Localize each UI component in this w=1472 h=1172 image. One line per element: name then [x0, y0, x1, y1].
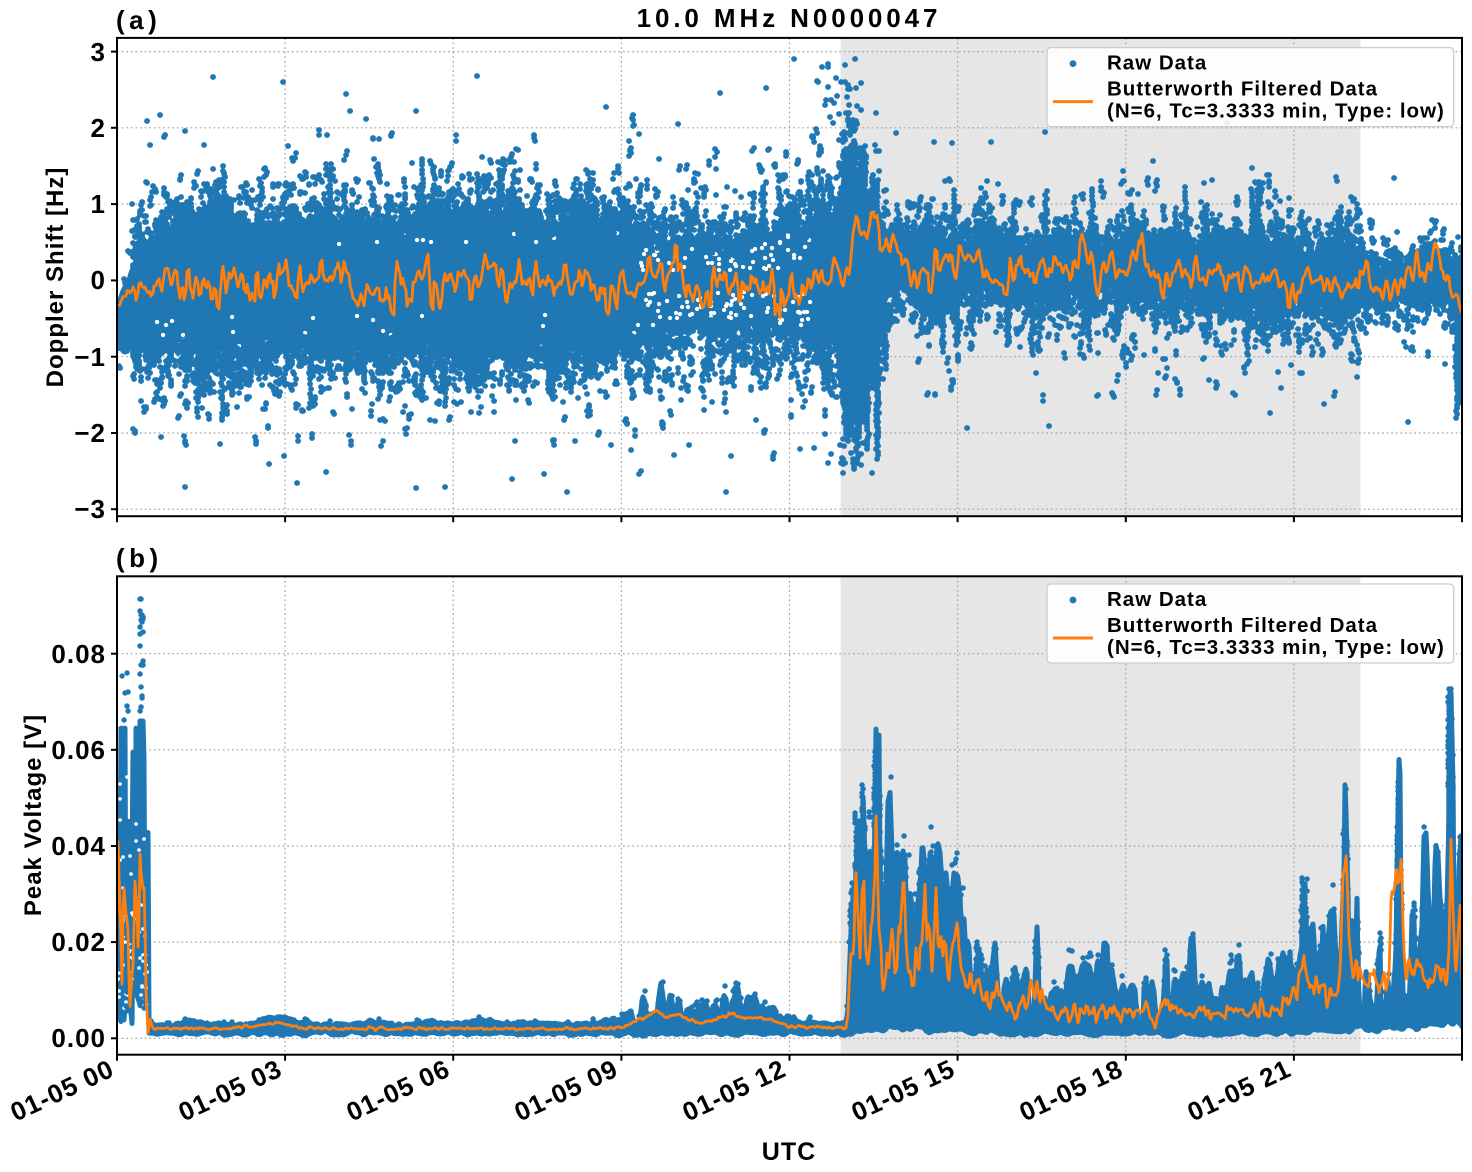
svg-text:Butterworth Filtered Data: Butterworth Filtered Data [1107, 614, 1378, 637]
svg-text:Butterworth Filtered Data: Butterworth Filtered Data [1107, 78, 1378, 101]
svg-text:(N=6, Tc=3.3333 min, Type: low: (N=6, Tc=3.3333 min, Type: low) [1107, 100, 1445, 123]
svg-text:0.04: 0.04 [51, 831, 106, 861]
svg-text:UTC: UTC [762, 1138, 816, 1166]
svg-text:0.02: 0.02 [51, 927, 106, 957]
svg-text:Doppler Shift [Hz]: Doppler Shift [Hz] [42, 167, 69, 388]
svg-text:0.00: 0.00 [51, 1023, 106, 1053]
svg-text:Raw Data: Raw Data [1107, 52, 1207, 75]
svg-text:−1: −1 [74, 342, 106, 372]
svg-text:(a): (a) [116, 5, 161, 35]
svg-text:−3: −3 [74, 494, 106, 524]
svg-text:Raw Data: Raw Data [1107, 588, 1207, 611]
svg-text:−2: −2 [74, 418, 106, 448]
svg-text:Peak Voltage [V]: Peak Voltage [V] [20, 714, 47, 916]
svg-text:0.08: 0.08 [51, 639, 106, 669]
svg-text:2: 2 [91, 113, 106, 143]
svg-text:0.06: 0.06 [51, 735, 106, 765]
svg-text:1: 1 [91, 189, 106, 219]
svg-text:(b): (b) [116, 543, 163, 573]
svg-text:3: 3 [91, 37, 106, 67]
svg-text:(N=6, Tc=3.3333 min, Type: low: (N=6, Tc=3.3333 min, Type: low) [1107, 636, 1445, 659]
svg-text:0: 0 [91, 265, 106, 295]
svg-text:10.0 MHz N0000047: 10.0 MHz N0000047 [637, 3, 942, 33]
